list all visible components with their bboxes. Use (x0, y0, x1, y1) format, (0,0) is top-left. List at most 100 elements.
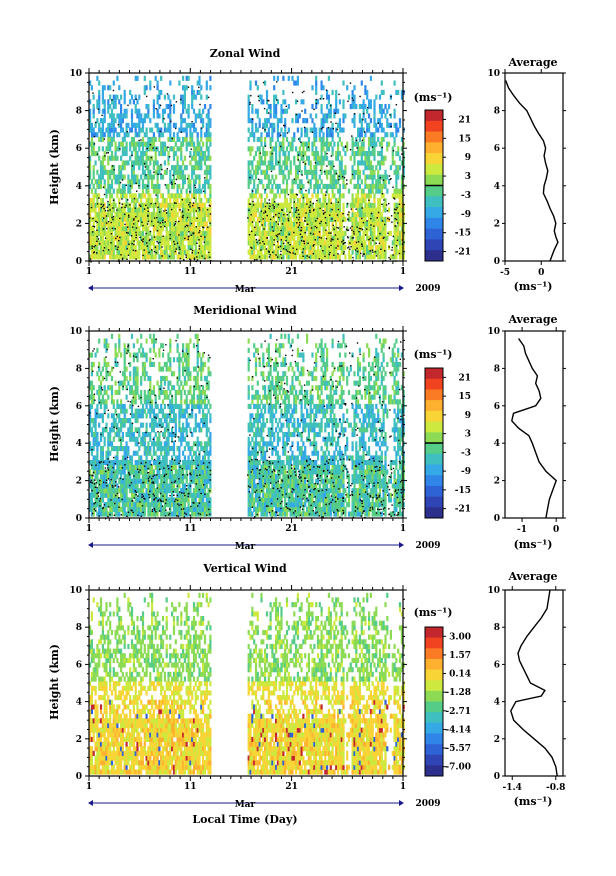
heatmap-cell (191, 141, 194, 147)
heatmap-cell (129, 193, 132, 199)
heatmap-cell (333, 108, 336, 114)
heatmap-cell (276, 136, 279, 142)
heatmap-cell (327, 127, 330, 133)
heatmap-cell (118, 403, 121, 409)
zero-contour-dot (347, 229, 350, 231)
heatmap-cell (291, 183, 294, 189)
heatmap-cell (280, 108, 283, 114)
heatmap-cell (120, 488, 123, 494)
zero-contour-dot (111, 227, 114, 230)
heatmap-cell (366, 165, 369, 171)
heatmap-cell (176, 132, 179, 138)
heatmap-cell (331, 151, 334, 157)
heatmap-cell (375, 245, 378, 251)
heatmap-cell (156, 235, 159, 241)
heatmap-cell (380, 174, 383, 180)
heatmap-cell (355, 230, 358, 236)
zero-contour-dot (258, 256, 261, 258)
zero-contour-dot (183, 259, 185, 261)
heatmap-cell (391, 151, 394, 157)
zero-contour-dot (346, 179, 348, 181)
heatmap-cell (132, 492, 135, 498)
heatmap-cell (109, 469, 112, 475)
heatmap-cell (123, 235, 126, 241)
heatmap-cell (307, 249, 310, 255)
heatmap-cell (120, 188, 123, 194)
heatmap-cell (306, 245, 309, 251)
average-y-tick-label: 8 (494, 107, 500, 117)
heatmap-cell (123, 188, 126, 194)
heatmap-cell (315, 151, 318, 157)
heatmap-cell (123, 136, 126, 142)
heatmap-cell (149, 146, 152, 152)
heatmap-cell (174, 249, 177, 255)
heatmap-cell (386, 174, 389, 180)
heatmap-cell (94, 151, 97, 157)
heatmap-cell (273, 99, 276, 105)
heatmap-cell (393, 108, 396, 114)
zero-contour-dot (175, 202, 177, 204)
heatmap-cell (357, 221, 360, 227)
zero-contour-dot (200, 235, 202, 237)
heatmap-cell (129, 99, 132, 105)
heatmap-cell (147, 245, 150, 251)
zero-contour-dot (361, 228, 364, 231)
heatmap-cell (161, 113, 165, 119)
heatmap-cell (337, 174, 340, 180)
heatmap-cell (145, 174, 148, 180)
heatmap-cell (107, 226, 110, 232)
heatmap-cell (132, 165, 135, 171)
heatmap-cell (203, 235, 207, 241)
heatmap-cell (388, 104, 391, 110)
heatmap-cell (107, 361, 110, 367)
heatmap-cell (127, 202, 130, 208)
heatmap-cell (287, 245, 290, 251)
heatmap-cell (125, 245, 128, 251)
heatmap-cell (127, 245, 130, 251)
zero-contour-dot (370, 212, 373, 215)
heatmap-cell (101, 122, 104, 128)
heatmap-cell (120, 221, 123, 227)
heatmap-cell (178, 235, 181, 241)
heatmap-cell (191, 136, 194, 142)
heatmap-cell (395, 249, 398, 255)
heatmap-cell (280, 169, 283, 175)
heatmap-cell (287, 207, 290, 213)
heatmap-cell (132, 202, 135, 208)
heatmap-cell (307, 188, 310, 194)
heatmap-cell (316, 193, 320, 199)
heatmap-cell (136, 226, 139, 232)
heatmap-cell (373, 146, 376, 152)
heatmap-cell (132, 357, 135, 363)
heatmap-cell (105, 347, 108, 353)
heatmap-cell (306, 146, 309, 152)
heatmap-cell (198, 183, 201, 189)
heatmap-cell (90, 249, 93, 255)
heatmap-cell (275, 193, 278, 199)
zero-contour-dot (293, 178, 296, 180)
heatmap-cell (295, 165, 298, 171)
heatmap-cell (185, 202, 188, 208)
heatmap-cell (320, 108, 323, 114)
heatmap-cell (264, 226, 267, 232)
heatmap-cell (320, 141, 323, 147)
zero-contour-dot (353, 233, 355, 235)
heatmap-cell (371, 254, 374, 260)
heatmap-cell (313, 122, 316, 128)
heatmap-cell (309, 160, 312, 166)
heatmap-cell (371, 183, 374, 189)
zero-contour-dot (159, 104, 162, 107)
heatmap-cell (110, 202, 114, 208)
heatmap-cell (94, 193, 97, 199)
heatmap-cell (121, 221, 124, 227)
heatmap-cell (362, 188, 365, 194)
heatmap-cell (182, 174, 185, 180)
zero-contour-dot (262, 218, 264, 220)
heatmap-cell (251, 122, 254, 128)
heatmap-cell (89, 497, 92, 503)
heatmap-cell (176, 230, 179, 236)
heatmap-cell (121, 506, 124, 512)
heatmap-cell (121, 240, 124, 246)
zero-contour-dot (121, 179, 124, 181)
heatmap-cell (143, 212, 146, 218)
